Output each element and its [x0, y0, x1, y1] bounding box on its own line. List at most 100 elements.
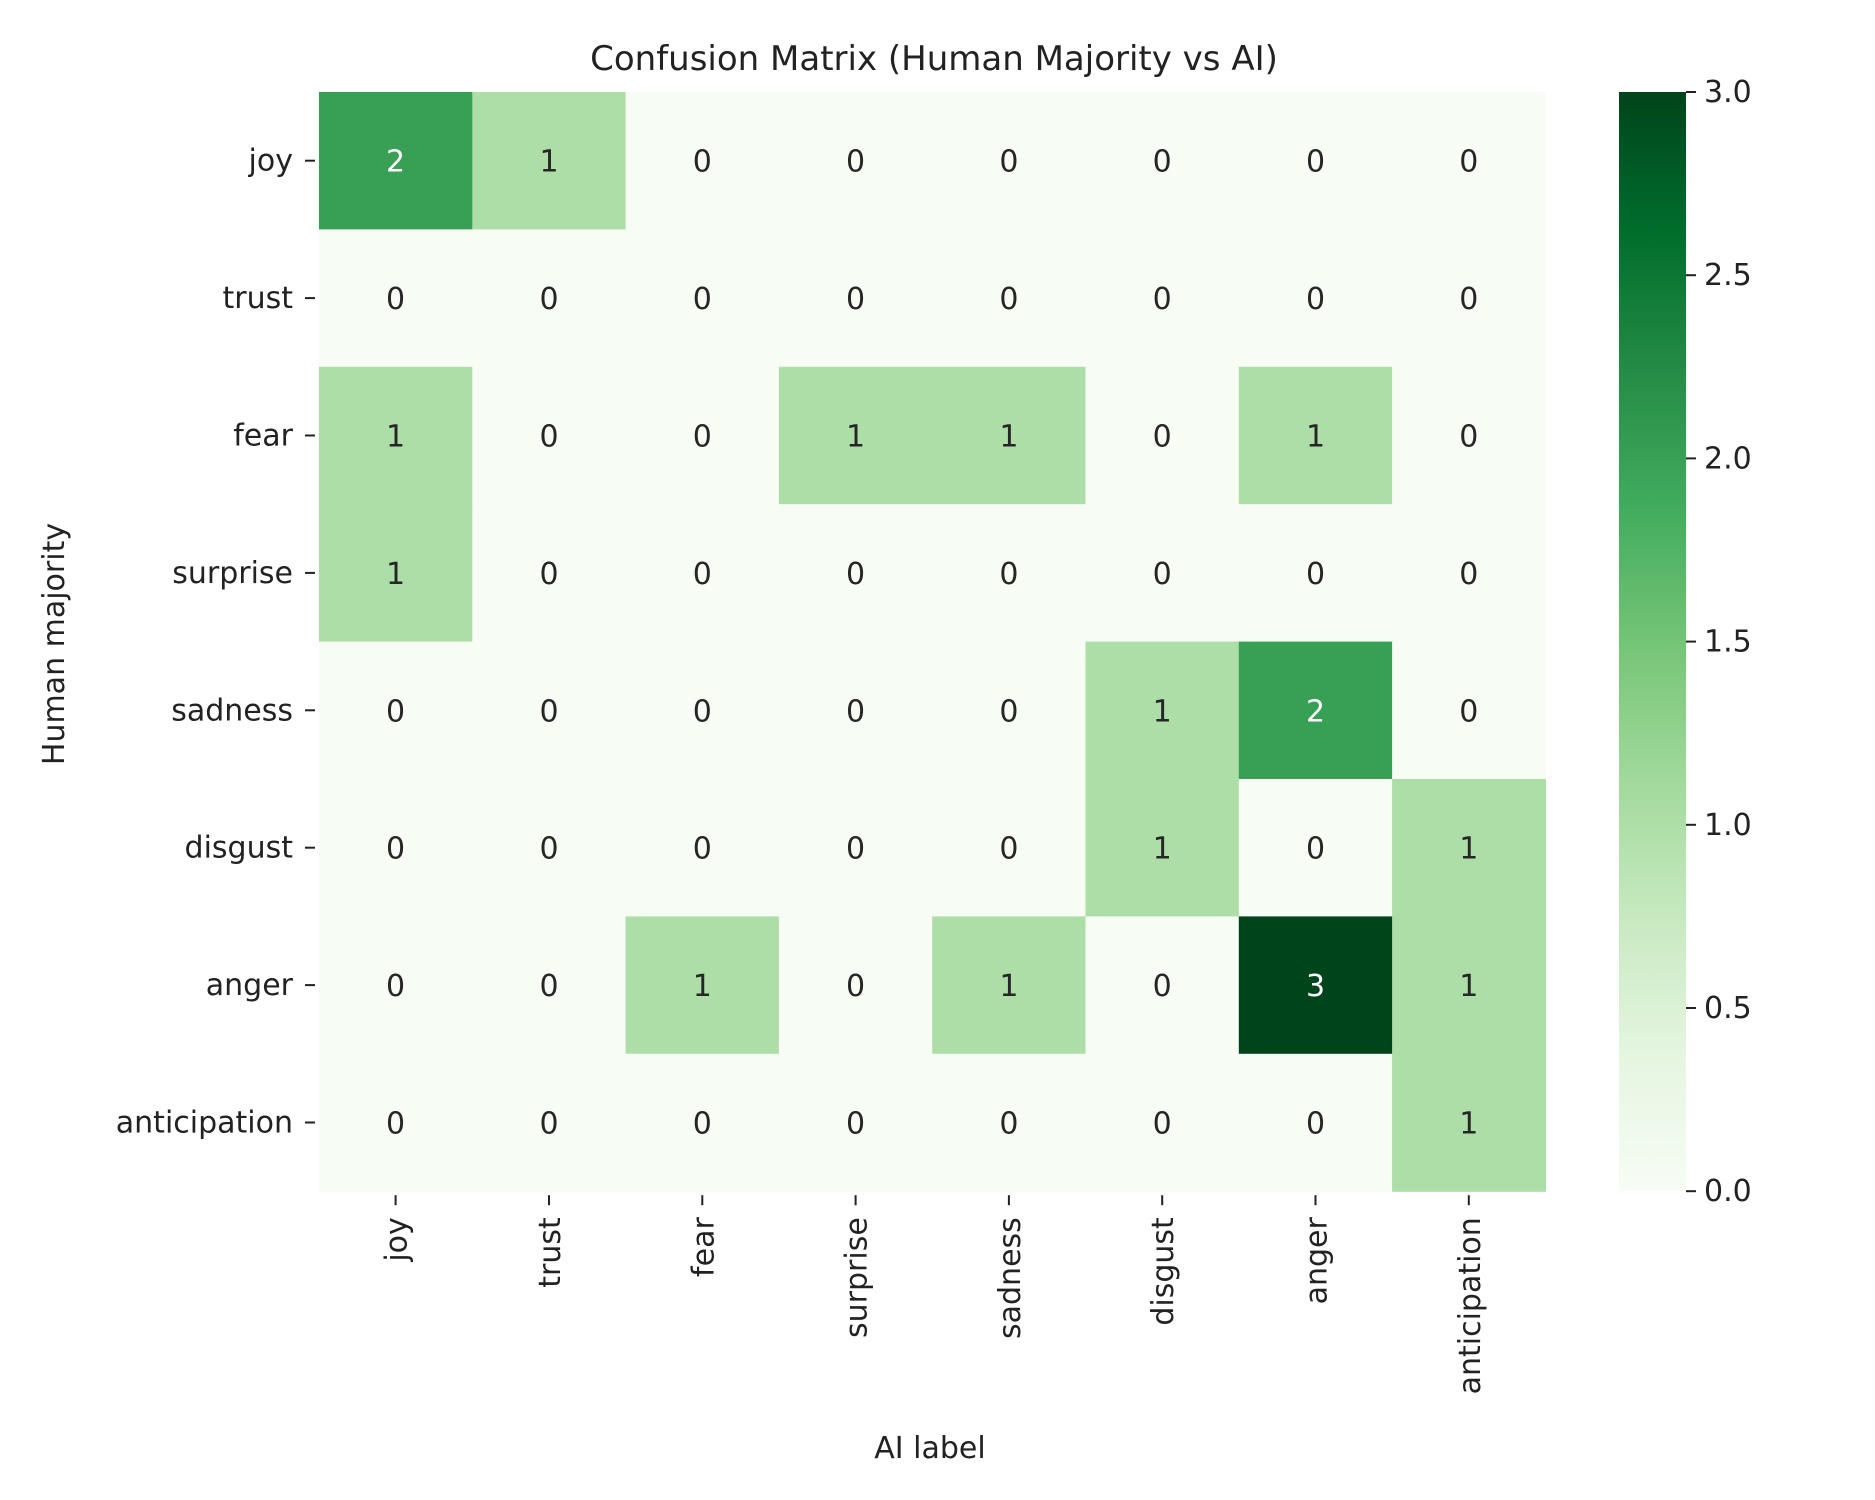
colorbar-tick-label-2.0: 2.0: [1704, 441, 1752, 476]
heatmap-cell-anticipation-fear: [625, 1053, 780, 1192]
heatmap-cell-anticipation-anticipation: [1392, 1053, 1546, 1192]
cell-value-anticipation-sadness: 0: [999, 1107, 1018, 1142]
cell-value-joy-anger: 0: [1306, 145, 1325, 180]
heatmap-cell-anger-joy: [319, 916, 473, 1055]
heatmap-cell-sadness-anticipation: [1392, 641, 1546, 780]
heatmap-cell-joy-surprise: [778, 92, 933, 230]
heatmap-cells: [319, 92, 1546, 1192]
colorbar-tick-label-1.0: 1.0: [1704, 808, 1752, 843]
heatmap-cell-fear-trust: [472, 366, 627, 505]
colorbar-tick-label-0.0: 0.0: [1704, 1174, 1752, 1209]
heatmap-cell-joy-anticipation: [1392, 92, 1546, 230]
heatmap-cell-surprise-anticipation: [1392, 504, 1546, 643]
cell-value-surprise-anger: 0: [1306, 557, 1325, 592]
heatmap-cell-surprise-anger: [1238, 504, 1393, 643]
cell-value-anticipation-fear: 0: [693, 1107, 712, 1142]
heatmap-cell-sadness-anger: [1238, 641, 1393, 780]
cell-value-sadness-surprise: 0: [846, 694, 865, 729]
cell-value-joy-trust: 1: [539, 145, 558, 180]
heatmap-cell-fear-joy: [319, 366, 473, 505]
heatmap-cell-joy-trust: [472, 92, 627, 230]
cell-value-fear-anger: 1: [1306, 420, 1325, 455]
heatmap-cell-fear-anticipation: [1392, 366, 1546, 505]
x-tick-label-joy: joy: [380, 1217, 415, 1262]
x-tick-label-trust: trust: [533, 1217, 568, 1288]
heatmap-cell-surprise-surprise: [778, 504, 933, 643]
cell-value-disgust-disgust: 1: [1153, 832, 1172, 867]
x-tick-label-surprise: surprise: [840, 1217, 875, 1338]
cell-value-surprise-joy: 1: [386, 557, 405, 592]
cell-value-fear-joy: 1: [386, 420, 405, 455]
cell-value-anticipation-anticipation: 1: [1459, 1107, 1478, 1142]
heatmap-cell-disgust-disgust: [1085, 779, 1240, 917]
heatmap-cell-sadness-fear: [625, 641, 780, 780]
heatmap-cell-trust-surprise: [778, 229, 933, 368]
heatmap-cell-fear-sadness: [932, 366, 1087, 505]
cell-value-sadness-anger: 2: [1306, 694, 1325, 729]
cell-value-anger-anger: 3: [1306, 969, 1325, 1004]
cell-value-trust-joy: 0: [386, 282, 405, 317]
y-tick-label-fear: fear: [233, 419, 293, 454]
cell-value-surprise-sadness: 0: [999, 557, 1018, 592]
cell-value-disgust-joy: 0: [386, 832, 405, 867]
heatmap-cell-anger-trust: [472, 916, 627, 1055]
heatmap-cell-trust-sadness: [932, 229, 1087, 368]
heatmap-cell-fear-anger: [1238, 366, 1393, 505]
heatmap-cell-sadness-trust: [472, 641, 627, 780]
cell-value-anger-fear: 1: [693, 969, 712, 1004]
heatmap-cell-joy-disgust: [1085, 92, 1240, 230]
chart-title: Confusion Matrix (Human Majority vs AI): [590, 39, 1278, 79]
heatmap-cell-disgust-anger: [1238, 779, 1393, 917]
heatmap-cell-anger-surprise: [778, 916, 933, 1055]
cell-value-joy-anticipation: 0: [1459, 145, 1478, 180]
cell-value-joy-disgust: 0: [1153, 145, 1172, 180]
cell-value-disgust-surprise: 0: [846, 832, 865, 867]
heatmap-cell-disgust-sadness: [932, 779, 1087, 917]
heatmap-cell-anger-disgust: [1085, 916, 1240, 1055]
cell-value-fear-fear: 0: [693, 420, 712, 455]
heatmap-cell-trust-trust: [472, 229, 627, 368]
cell-value-anger-trust: 0: [539, 969, 558, 1004]
cell-value-disgust-trust: 0: [539, 832, 558, 867]
heatmap-cell-sadness-disgust: [1085, 641, 1240, 780]
cell-value-surprise-anticipation: 0: [1459, 557, 1478, 592]
heatmap-cell-surprise-disgust: [1085, 504, 1240, 643]
heatmap-cell-anticipation-sadness: [932, 1053, 1087, 1192]
heatmap-cell-anticipation-anger: [1238, 1053, 1393, 1192]
y-tick-label-joy: joy: [248, 144, 293, 179]
y-tick-label-sadness: sadness: [171, 693, 293, 728]
heatmap-cell-labels: 2 1 0 0 0 0 0 0 0 0 0 0 0 0 0 0 1 0 0 1 1 0 1 0 1 0 0 0 0 0 0 0 0 0 0 0 0 1 2 0…: [386, 145, 1478, 1142]
x-tick-label-fear: fear: [686, 1217, 721, 1277]
colorbar-tick-label-2.5: 2.5: [1704, 258, 1752, 293]
cell-value-surprise-trust: 0: [539, 557, 558, 592]
cell-value-anticipation-joy: 0: [386, 1107, 405, 1142]
heatmap-cell-disgust-trust: [472, 779, 627, 917]
cell-value-fear-anticipation: 0: [1459, 420, 1478, 455]
heatmap-cell-anger-anger: [1238, 916, 1393, 1055]
cell-value-anger-surprise: 0: [846, 969, 865, 1004]
heatmap-cell-joy-anger: [1238, 92, 1393, 230]
cell-value-disgust-anticipation: 1: [1459, 832, 1478, 867]
colorbar-gradient: [1619, 92, 1686, 1192]
cell-value-anger-disgust: 0: [1153, 969, 1172, 1004]
cell-value-trust-anticipation: 0: [1459, 282, 1478, 317]
x-tick-label-anger: anger: [1300, 1217, 1335, 1305]
cell-value-disgust-anger: 0: [1306, 832, 1325, 867]
cell-value-disgust-sadness: 0: [999, 832, 1018, 867]
cell-value-sadness-fear: 0: [693, 694, 712, 729]
x-axis-label: AI label: [874, 1431, 985, 1466]
cell-value-trust-fear: 0: [693, 282, 712, 317]
cell-value-anger-joy: 0: [386, 969, 405, 1004]
cell-value-joy-joy: 2: [386, 145, 405, 180]
cell-value-trust-surprise: 0: [846, 282, 865, 317]
heatmap-cell-anticipation-trust: [472, 1053, 627, 1192]
cell-value-anticipation-disgust: 0: [1153, 1107, 1172, 1142]
x-axis: joy trust fear surprise sadness disgust anger a…: [380, 1195, 1488, 1394]
heatmap-cell-anger-fear: [625, 916, 780, 1055]
heatmap-cell-disgust-surprise: [778, 779, 933, 917]
x-tick-label-sadness: sadness: [993, 1217, 1028, 1339]
heatmap-cell-surprise-sadness: [932, 504, 1087, 643]
y-tick-label-anger: anger: [206, 968, 294, 1003]
heatmap-cell-anticipation-surprise: [778, 1053, 933, 1192]
